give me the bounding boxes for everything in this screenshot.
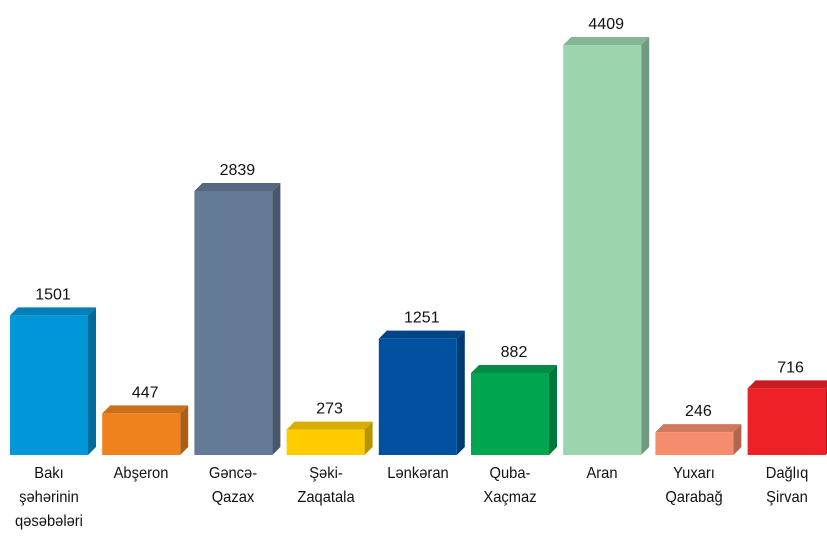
- bar: [747, 380, 827, 455]
- category-label: Aran: [586, 465, 618, 482]
- bar: [194, 182, 281, 455]
- bar-front: [10, 315, 88, 455]
- bar-top: [194, 182, 281, 191]
- bar-side: [180, 405, 189, 455]
- bar: [102, 405, 189, 455]
- value-label: 273: [316, 401, 343, 418]
- category-label: Lənkəran: [387, 465, 449, 482]
- value-label: 882: [501, 344, 528, 361]
- bar-side: [549, 364, 557, 455]
- category-label: Şəki- Zaqatala: [296, 465, 355, 506]
- bar-top: [286, 421, 373, 430]
- bar: [655, 424, 742, 455]
- bar: [378, 330, 465, 455]
- bar-top: [655, 424, 742, 433]
- bar-front: [563, 45, 642, 455]
- category-label: Quba- Xaçmaz: [483, 465, 537, 506]
- bar-front: [286, 429, 365, 455]
- category-label: Yuxarı Qarabağ: [665, 465, 724, 506]
- bar: [10, 307, 96, 455]
- bar: [471, 364, 557, 455]
- category-label: Abşeron: [113, 465, 169, 482]
- bar-front: [102, 413, 181, 455]
- category-label: Gəncə- Qazax: [209, 465, 258, 506]
- bar-top: [747, 380, 827, 389]
- value-label: 1501: [35, 286, 71, 303]
- category-label: Bakı şəhərinin qəsəbələri: [15, 465, 83, 530]
- bar-side: [364, 421, 373, 455]
- category-label: Dağlıq Şirvan: [765, 465, 808, 506]
- bar-side: [641, 37, 650, 455]
- bar-front: [655, 432, 734, 455]
- bar: [286, 421, 373, 455]
- bar-top: [378, 330, 465, 339]
- bar-side: [733, 424, 742, 455]
- value-label: 4409: [588, 16, 624, 33]
- bar-front: [378, 338, 457, 455]
- bar-front: [747, 388, 826, 455]
- bar-top: [10, 307, 96, 316]
- bar-top: [471, 364, 557, 373]
- value-label: 1251: [404, 310, 440, 327]
- bar-side: [88, 307, 96, 455]
- bar-side: [272, 182, 281, 455]
- bar: [563, 37, 650, 455]
- value-label: 246: [685, 403, 712, 420]
- bar-front: [194, 190, 273, 455]
- bar-top: [102, 405, 189, 414]
- bar-top: [563, 37, 650, 45]
- value-label: 447: [132, 384, 159, 401]
- value-label: 716: [777, 359, 804, 376]
- value-label: 2839: [220, 162, 256, 179]
- bar-side: [456, 330, 465, 455]
- bar-front: [471, 372, 549, 455]
